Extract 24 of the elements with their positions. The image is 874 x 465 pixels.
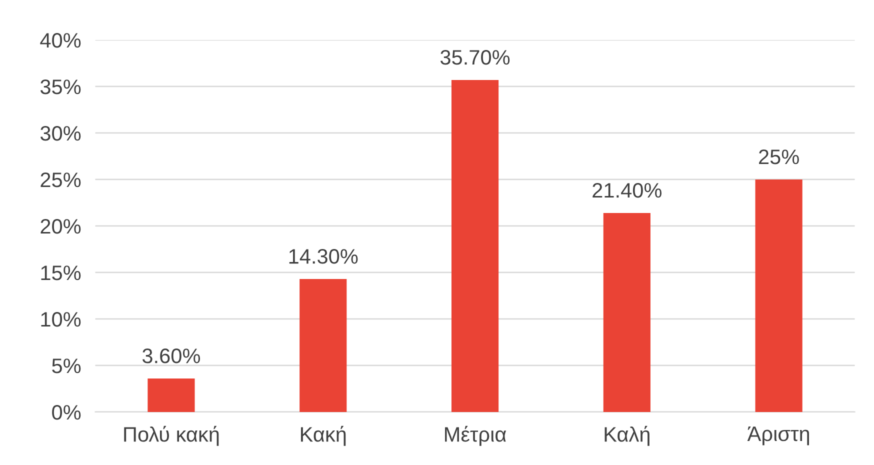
x-tick-label: Μέτρια <box>445 426 506 446</box>
data-label: 14.30% <box>289 249 358 264</box>
bar <box>603 212 650 412</box>
y-tick-label: 25% <box>40 172 81 188</box>
bar <box>300 279 347 412</box>
bar <box>148 378 195 412</box>
x-tick-label: Πολύ κακή <box>124 426 219 446</box>
bar <box>755 179 802 412</box>
x-tick-label: Κακή <box>300 426 346 446</box>
x-tick-label: Καλή <box>604 426 650 446</box>
y-tick-label: 30% <box>40 126 81 141</box>
bar <box>451 80 499 412</box>
data-label: 3.60% <box>142 348 200 364</box>
x-tick-label: Άριστη <box>747 426 809 446</box>
y-tick-label: 0% <box>52 404 81 420</box>
y-tick-label: 20% <box>40 218 81 234</box>
data-label: 35.70% <box>440 50 510 65</box>
data-label: 21.40% <box>592 182 662 198</box>
y-tick-label: 10% <box>41 312 81 327</box>
y-tick-label: 5% <box>52 358 81 374</box>
y-tick-label: 40% <box>40 32 81 48</box>
y-tick-label: 35% <box>40 79 81 94</box>
data-label: 25% <box>759 150 799 164</box>
y-tick-label: 15% <box>41 266 81 280</box>
